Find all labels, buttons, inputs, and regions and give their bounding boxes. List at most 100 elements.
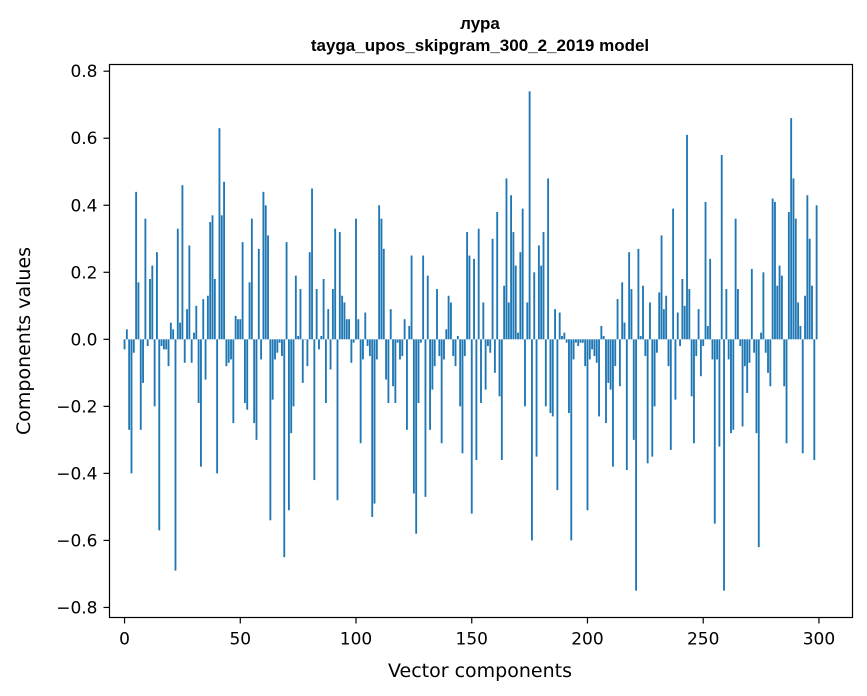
bar-19 [167,339,170,367]
bar-51 [241,242,244,340]
bar-175 [528,91,531,340]
bar-244 [688,289,691,340]
bar-146 [461,339,464,454]
bar-152 [475,339,478,460]
bar-234 [665,295,668,340]
bar-74 [294,275,297,340]
bar-126 [415,339,418,534]
bar-250 [702,339,705,347]
y-tick-label: −0.4 [56,464,97,484]
bar-142 [452,339,455,357]
bar-256 [716,339,719,360]
x-tick-label: 0 [119,630,130,650]
bar-4 [132,339,135,353]
bar-221 [635,339,638,591]
bar-125 [412,339,415,494]
bar-277 [764,339,767,353]
bar-41 [218,128,221,340]
bar-255 [713,339,716,524]
bar-143 [454,339,457,367]
bar-189 [561,335,563,340]
bar-194 [572,339,575,360]
x-tick-label: 200 [571,630,603,650]
bar-287 [787,211,790,340]
x-axis-label: Vector components [388,660,572,682]
bar-1 [125,329,128,340]
y-tick-label: −0.2 [56,397,97,417]
bar-101 [357,319,360,340]
bar-185 [551,339,554,417]
bar-290 [794,218,797,340]
y-tick-label: 0.6 [70,129,97,149]
bar-284 [780,275,783,340]
bar-188 [558,312,561,340]
bar-14 [156,252,158,340]
bar-269 [746,339,749,393]
bar-199 [584,339,587,367]
bar-191 [565,339,568,343]
bar-102 [359,339,362,444]
bar-37 [209,222,212,340]
bar-166 [507,302,510,340]
bar-144 [456,335,459,340]
bar-274 [757,339,760,548]
bar-2 [128,339,131,430]
bar-3 [130,339,133,474]
bar-262 [730,339,732,434]
bar-278 [767,339,769,373]
bar-111 [380,218,383,340]
bar-268 [743,339,746,367]
bar-53 [246,339,249,410]
bar-105 [366,339,369,347]
bar-254 [711,339,714,360]
bar-46 [230,339,232,360]
bar-39 [213,278,216,340]
bar-249 [699,339,702,377]
bar-27 [186,309,188,340]
bar-57 [255,339,258,440]
bar-273 [755,339,758,434]
bar-211 [612,339,614,467]
bar-162 [498,339,501,397]
bar-47 [232,339,235,424]
bar-61 [264,205,267,340]
bar-67 [278,339,281,343]
bar-171 [519,252,522,340]
bar-202 [591,339,594,350]
bar-89 [329,339,332,370]
bar-132 [429,339,432,430]
bar-282 [776,285,779,340]
bar-298 [813,339,816,460]
bar-99 [352,339,355,343]
bar-259 [723,339,725,591]
bar-54 [248,282,251,340]
bar-148 [466,232,469,340]
bar-145 [459,339,462,407]
bar-106 [368,339,371,357]
bar-293 [801,339,804,454]
bar-24 [179,322,182,340]
bar-272 [753,339,756,353]
bar-216 [623,322,626,340]
bar-40 [216,339,219,474]
bar-17 [162,339,165,350]
bar-136 [438,339,441,357]
bar-128 [419,339,422,343]
bar-271 [750,268,753,340]
bar-82 [313,339,316,481]
bar-110 [378,205,381,340]
bar-147 [463,339,466,357]
bar-88 [327,309,330,340]
bar-159 [491,238,494,340]
bar-100 [355,218,357,340]
bar-series [123,91,818,591]
bar-23 [176,228,179,340]
bar-176 [530,339,533,541]
bar-31 [195,305,198,340]
bar-237 [672,208,675,340]
bar-243 [686,134,688,340]
bar-204 [595,339,598,363]
bar-70 [285,242,288,340]
y-tick-label: 0.0 [70,330,97,350]
bar-33 [200,339,202,467]
